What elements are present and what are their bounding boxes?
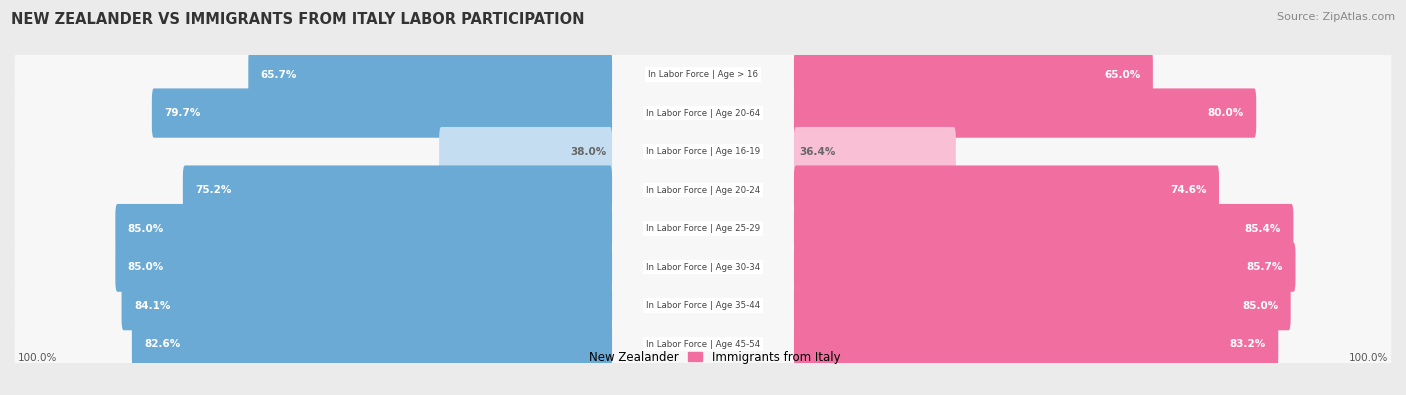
FancyBboxPatch shape — [794, 166, 1219, 215]
Text: 84.1%: 84.1% — [134, 301, 170, 310]
Text: 75.2%: 75.2% — [195, 185, 232, 195]
FancyBboxPatch shape — [14, 43, 1392, 106]
Text: 80.0%: 80.0% — [1208, 108, 1244, 118]
FancyBboxPatch shape — [794, 320, 1278, 369]
Text: 82.6%: 82.6% — [145, 339, 180, 349]
Text: 100.0%: 100.0% — [1350, 353, 1389, 363]
Text: 85.0%: 85.0% — [1241, 301, 1278, 310]
FancyBboxPatch shape — [794, 50, 1153, 99]
Legend: New Zealander, Immigrants from Italy: New Zealander, Immigrants from Italy — [565, 351, 841, 364]
FancyBboxPatch shape — [794, 281, 1291, 330]
Text: In Labor Force | Age 35-44: In Labor Force | Age 35-44 — [645, 301, 761, 310]
Text: 85.0%: 85.0% — [128, 224, 165, 233]
FancyBboxPatch shape — [439, 127, 612, 176]
Text: 85.4%: 85.4% — [1244, 224, 1281, 233]
FancyBboxPatch shape — [14, 158, 1392, 222]
FancyBboxPatch shape — [794, 127, 956, 176]
Text: Source: ZipAtlas.com: Source: ZipAtlas.com — [1277, 12, 1395, 22]
FancyBboxPatch shape — [14, 197, 1392, 260]
Text: In Labor Force | Age 20-64: In Labor Force | Age 20-64 — [645, 109, 761, 118]
Text: 74.6%: 74.6% — [1170, 185, 1206, 195]
Text: 79.7%: 79.7% — [165, 108, 201, 118]
FancyBboxPatch shape — [14, 312, 1392, 376]
FancyBboxPatch shape — [14, 235, 1392, 299]
FancyBboxPatch shape — [794, 243, 1295, 292]
Text: 85.0%: 85.0% — [128, 262, 165, 272]
Text: In Labor Force | Age > 16: In Labor Force | Age > 16 — [648, 70, 758, 79]
Text: NEW ZEALANDER VS IMMIGRANTS FROM ITALY LABOR PARTICIPATION: NEW ZEALANDER VS IMMIGRANTS FROM ITALY L… — [11, 12, 585, 27]
FancyBboxPatch shape — [121, 281, 612, 330]
Text: 36.4%: 36.4% — [800, 147, 835, 156]
FancyBboxPatch shape — [794, 88, 1256, 138]
FancyBboxPatch shape — [14, 274, 1392, 337]
Text: 100.0%: 100.0% — [17, 353, 56, 363]
FancyBboxPatch shape — [249, 50, 612, 99]
FancyBboxPatch shape — [14, 120, 1392, 183]
Text: In Labor Force | Age 16-19: In Labor Force | Age 16-19 — [645, 147, 761, 156]
Text: In Labor Force | Age 25-29: In Labor Force | Age 25-29 — [645, 224, 761, 233]
Text: 85.7%: 85.7% — [1247, 262, 1284, 272]
FancyBboxPatch shape — [115, 204, 612, 253]
Text: 65.0%: 65.0% — [1104, 70, 1140, 79]
Text: In Labor Force | Age 20-24: In Labor Force | Age 20-24 — [645, 186, 761, 195]
Text: 83.2%: 83.2% — [1230, 339, 1265, 349]
FancyBboxPatch shape — [794, 204, 1294, 253]
FancyBboxPatch shape — [183, 166, 612, 215]
Text: 38.0%: 38.0% — [571, 147, 606, 156]
FancyBboxPatch shape — [14, 81, 1392, 145]
FancyBboxPatch shape — [115, 243, 612, 292]
Text: In Labor Force | Age 30-34: In Labor Force | Age 30-34 — [645, 263, 761, 272]
Text: In Labor Force | Age 45-54: In Labor Force | Age 45-54 — [645, 340, 761, 349]
FancyBboxPatch shape — [132, 320, 612, 369]
FancyBboxPatch shape — [152, 88, 612, 138]
Text: 65.7%: 65.7% — [260, 70, 297, 79]
